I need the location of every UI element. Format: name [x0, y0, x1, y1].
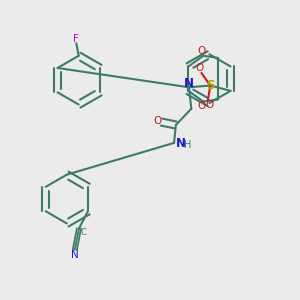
Text: O: O [198, 46, 206, 56]
Text: O: O [196, 63, 204, 73]
Text: H: H [184, 140, 191, 150]
Text: C: C [80, 227, 86, 236]
Text: S: S [206, 79, 214, 92]
Text: F: F [74, 34, 79, 44]
Text: O: O [198, 101, 206, 111]
Text: N: N [176, 137, 186, 150]
Text: N: N [71, 250, 79, 260]
Text: N: N [184, 77, 194, 90]
Text: O: O [153, 116, 162, 126]
Text: O: O [205, 100, 214, 110]
